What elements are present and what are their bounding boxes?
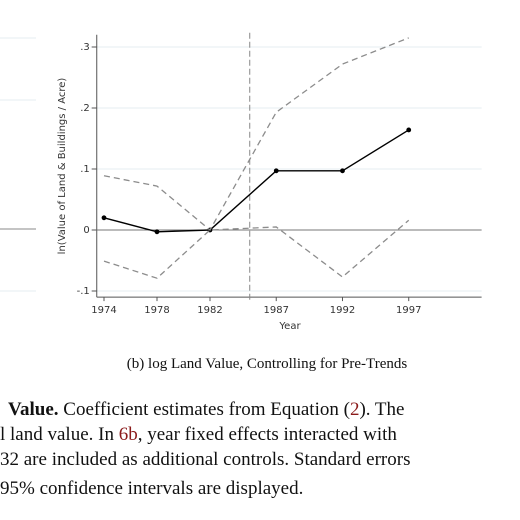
- link[interactable]: 2: [350, 399, 360, 420]
- caption: (b) log Land Value, Controlling for Pre-…: [127, 356, 408, 372]
- text-run: ). The: [359, 399, 404, 420]
- estimate-line: [103, 129, 410, 233]
- body-line: 32 are included as additional controls. …: [0, 449, 411, 470]
- x-tick-label: 1997: [396, 305, 421, 316]
- text-run: 95% confidence intervals are displayed.: [0, 478, 303, 499]
- text-run: , year fixed effects interacted with: [138, 424, 398, 445]
- point: [406, 127, 412, 133]
- ci-line: [103, 37, 409, 231]
- text-run: Value.: [8, 399, 59, 420]
- body-line: Value. Coefficient estimates from Equati…: [8, 399, 404, 420]
- y-tick-label: .1: [80, 164, 90, 175]
- body-line: 95% confidence intervals are displayed.: [0, 478, 303, 499]
- previous-panel-fragment: [0, 37, 36, 292]
- x-tick-label: 1992: [330, 305, 355, 316]
- x-axis-label: Year: [278, 321, 301, 332]
- y-tick-label: .3: [80, 42, 90, 53]
- x-tick-label: 1987: [264, 305, 289, 316]
- point: [101, 215, 107, 221]
- x-tick-label: 1982: [197, 305, 222, 316]
- text-run: Coefficient estimates from Equation (: [59, 399, 350, 420]
- body-line: l land value. In 6b, year fixed effects …: [0, 424, 397, 445]
- text-run: 32 are included as additional controls. …: [0, 449, 411, 470]
- x-tick-label: 1974: [91, 305, 116, 316]
- y-axis-label: ln(Value of Land & Buildings / Acre): [57, 78, 68, 255]
- point: [340, 168, 345, 174]
- point: [273, 168, 279, 174]
- y-tick-label: 0: [83, 225, 89, 236]
- text-run: l land value. In: [0, 424, 119, 445]
- x-tick-label: 1978: [144, 305, 169, 316]
- ci-line: [103, 219, 410, 279]
- body-text: Value. Coefficient estimates from Equati…: [0, 399, 411, 499]
- y-tick-label: .2: [80, 103, 90, 114]
- y-tick-label: -.1: [77, 286, 90, 297]
- point: [154, 229, 160, 235]
- link[interactable]: 6b: [119, 424, 138, 445]
